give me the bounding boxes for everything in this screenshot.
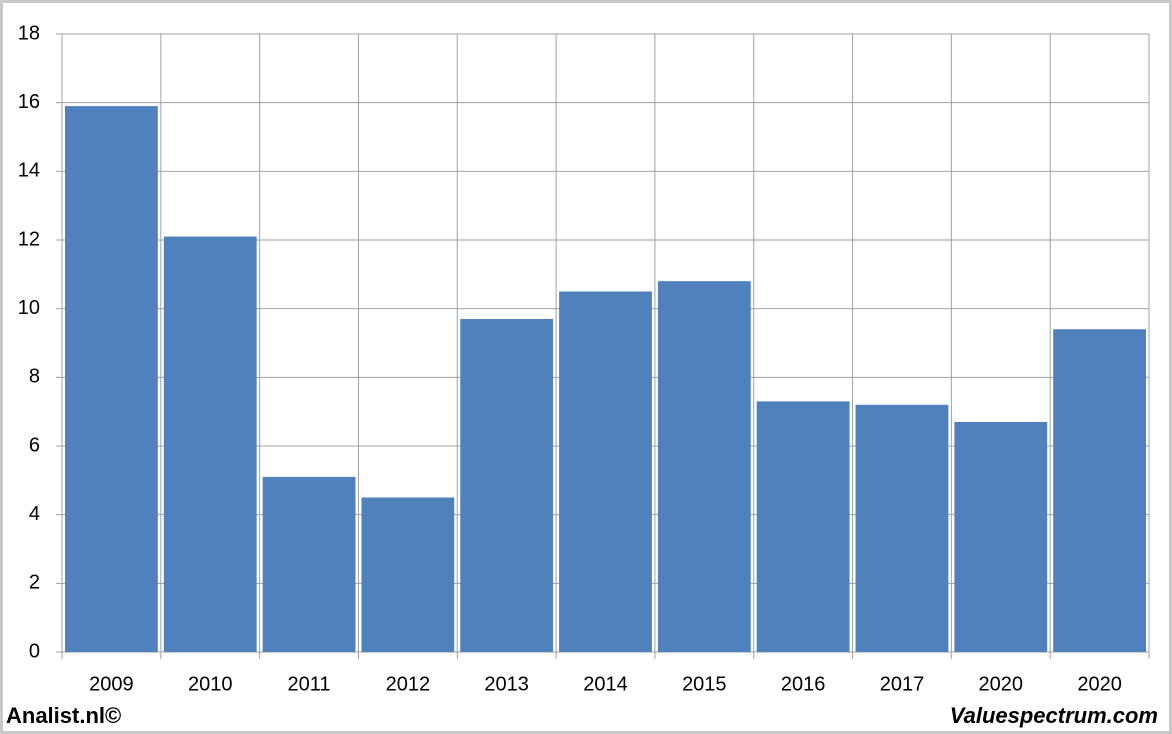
y-tick-label: 10 [18,297,40,319]
y-tick-label: 16 [18,91,40,113]
y-tick-label: 2 [29,572,40,594]
bar [1053,329,1146,652]
y-tick-label: 0 [29,640,40,662]
bar [361,497,455,652]
y-tick-label: 8 [29,366,40,388]
y-tick-label: 14 [18,160,40,182]
x-tick-label: 2020 [979,673,1024,695]
x-tick-label: 2013 [484,673,529,695]
bar [163,236,257,653]
bar [657,281,751,652]
x-tick-label: 2009 [89,673,134,695]
footer-left: Analist.nl© [6,703,121,728]
x-tick-label: 2017 [880,673,925,695]
x-tick-label: 2020 [1077,673,1122,695]
x-tick-label: 2015 [682,673,727,695]
x-tick-label: 2014 [583,673,628,695]
bar [756,401,850,652]
x-tick-label: 2010 [188,673,233,695]
bar [262,476,356,652]
bar [65,106,158,653]
y-tick-label: 4 [29,503,40,525]
footer-right: Valuespectrum.com [950,703,1158,728]
y-tick-label: 18 [18,22,40,44]
y-tick-label: 12 [18,228,40,250]
bar [855,404,949,652]
bar [954,421,1048,652]
bar [460,318,554,652]
x-tick-label: 2012 [386,673,431,695]
y-tick-label: 6 [29,434,40,456]
bar [559,291,652,652]
x-tick-label: 2011 [288,673,331,695]
x-tick-label: 2016 [781,673,826,695]
